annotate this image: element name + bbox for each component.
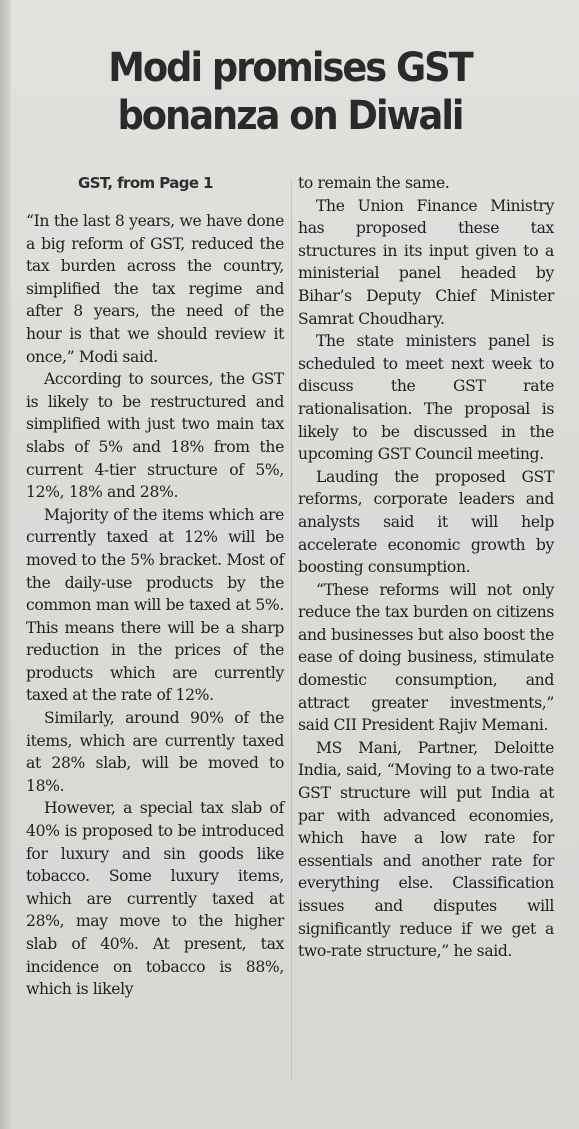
- paragraph: to remain the same.: [298, 174, 450, 192]
- paragraph: MS Mani, Partner, Deloitte India, said, …: [298, 738, 554, 961]
- paragraph: Majority of the items which are currentl…: [26, 505, 284, 705]
- paragraph: The Union Finance Ministry has proposed …: [298, 196, 554, 328]
- column-gutter: [291, 180, 292, 1080]
- paragraph: Lauding the proposed GST reforms, corpor…: [298, 467, 554, 577]
- paragraph: However, a special tax slab of 40% is pr…: [26, 799, 284, 999]
- jump-line: GST, from Page 1: [78, 174, 214, 192]
- headline-line-1: Modi promises GST: [108, 45, 473, 91]
- article-column-right: to remain the same. The Union Finance Mi…: [298, 172, 554, 963]
- article-column-left: GST, from Page 1 “In the last 8 years, w…: [26, 172, 284, 1001]
- headline-line-2: bonanza on Diwali: [117, 93, 464, 139]
- headline: Modi promises GST bonanza on Diwali: [78, 44, 501, 140]
- paragraph: “In the last 8 years, we have done a big…: [26, 212, 284, 366]
- page-edge-shadow: [0, 0, 12, 1129]
- paragraph: According to sources, the GST is likely …: [26, 370, 284, 502]
- paragraph: “These reforms will not only reduce the …: [298, 580, 554, 735]
- paragraph: The state ministers panel is scheduled t…: [298, 332, 554, 464]
- paragraph: Similarly, around 90% of the items, whic…: [26, 709, 284, 795]
